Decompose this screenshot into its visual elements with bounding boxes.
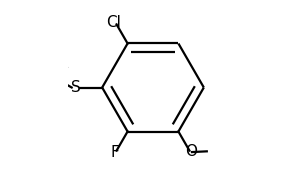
Text: S: S — [71, 80, 81, 95]
Text: Cl: Cl — [106, 15, 121, 30]
Text: O: O — [185, 144, 198, 159]
Text: F: F — [110, 145, 119, 160]
